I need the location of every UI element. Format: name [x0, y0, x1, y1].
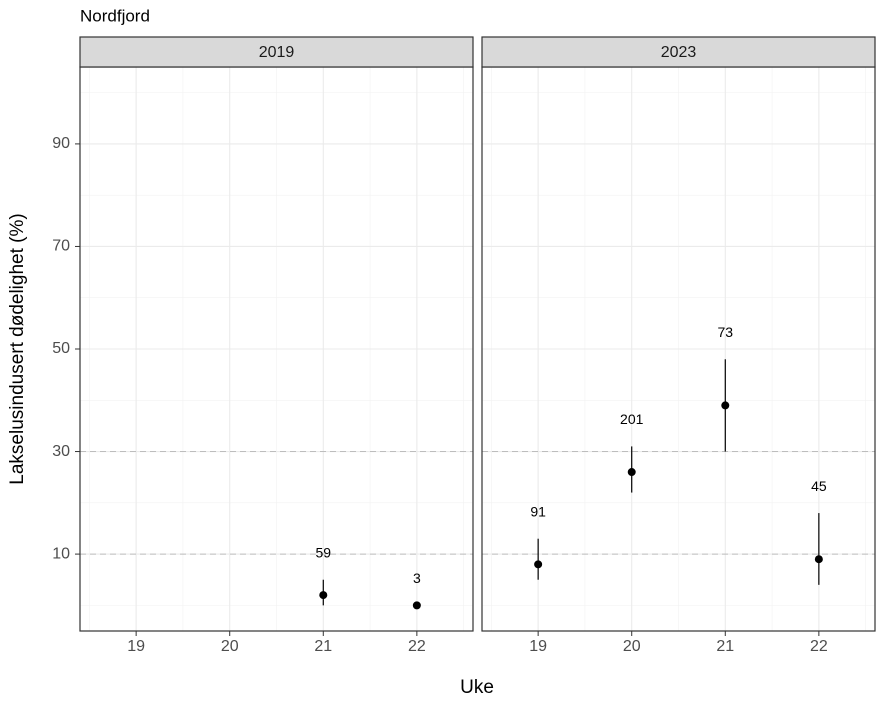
point	[534, 560, 543, 569]
x-tick-label: 21	[716, 638, 734, 655]
count-label: 45	[811, 478, 827, 494]
facet-title: 2019	[259, 44, 295, 61]
point	[814, 555, 823, 564]
y-tick-label: 30	[52, 443, 70, 460]
point	[319, 591, 328, 600]
x-tick-label: 20	[623, 638, 641, 655]
facet-title: 2023	[661, 44, 697, 61]
y-tick-label: 50	[52, 340, 70, 357]
x-tick-label: 20	[221, 638, 239, 655]
chart-title: Nordfjord	[80, 6, 150, 25]
x-tick-label: 19	[127, 638, 145, 655]
x-tick-label: 21	[314, 638, 332, 655]
y-axis-label: Lakselusindusert dødelighet (%)	[7, 213, 28, 484]
point	[721, 401, 730, 410]
point	[627, 468, 636, 477]
x-axis-label: Uke	[460, 677, 494, 698]
count-label: 73	[717, 324, 733, 340]
count-label: 59	[315, 544, 331, 560]
count-label: 3	[413, 570, 421, 586]
count-label: 91	[530, 503, 546, 519]
x-tick-label: 19	[529, 638, 547, 655]
y-tick-label: 70	[52, 238, 70, 255]
y-tick-label: 10	[52, 545, 70, 562]
x-tick-label: 22	[810, 638, 828, 655]
facet-strip	[481, 36, 876, 68]
count-label: 201	[620, 411, 644, 427]
point	[412, 601, 421, 610]
x-tick-label: 22	[408, 638, 426, 655]
facet-strip	[79, 36, 474, 68]
y-tick-label: 90	[52, 135, 70, 152]
